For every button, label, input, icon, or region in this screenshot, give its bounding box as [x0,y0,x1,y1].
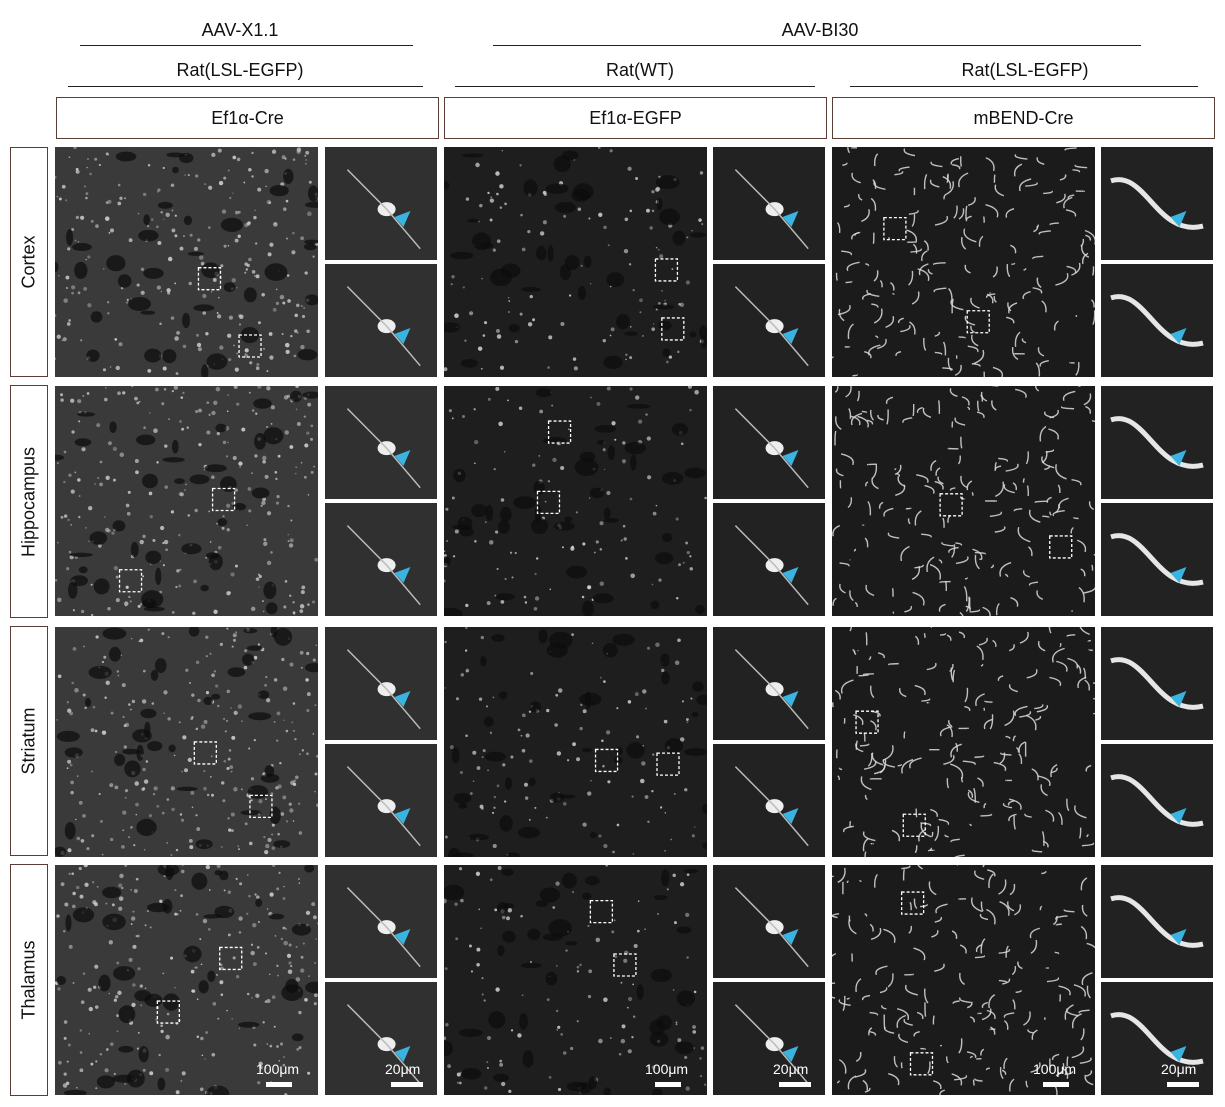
row-label-cortex: Cortex [18,235,39,289]
overview-image-thalamus-col1 [55,865,318,1095]
overview-image-striatum-col2 [444,627,707,857]
scale-bar-label-overview: 100μm [645,1061,689,1077]
overview-image-hippocampus-col3 [832,386,1095,616]
row-label-thalamus: Thalamus [18,940,39,1020]
construct-box-3: mBEND-Cre [832,97,1215,139]
inset-image-hippocampus-col3-2 [1101,503,1213,616]
strain-label-1: Rat(LSL-EGFP) [176,60,304,80]
inset-image-hippocampus-col3-1 [1101,386,1213,499]
row-label-box-striatum: Striatum [10,626,48,856]
row-label-hippocampus: Hippocampus [18,446,39,557]
scale-bar-overview [1043,1082,1069,1087]
overview-image-thalamus-col3 [832,865,1095,1095]
inset-image-striatum-col2-2 [713,744,825,857]
overview-image-hippocampus-col1 [55,386,318,616]
scale-bar-inset [391,1082,423,1087]
construct-label-3: mBEND-Cre [973,107,1074,128]
overview-image-thalamus-col2 [444,865,707,1095]
scale-bar-label-overview: 100μm [1033,1061,1077,1077]
scale-bar-label-overview: 100μm [256,1061,300,1077]
inset-image-cortex-col1-2 [325,264,437,377]
inset-image-thalamus-col2-2 [713,982,825,1095]
inset-image-striatum-col3-2 [1101,744,1213,857]
inset-image-cortex-col1-1 [325,147,437,260]
strain-label-2: Rat(WT) [606,60,674,80]
overview-image-striatum-col1 [55,627,318,857]
inset-image-thalamus-col3-2 [1101,982,1213,1095]
scale-bar-label-inset: 20μm [385,1061,421,1077]
inset-image-cortex-col2-1 [713,147,825,260]
inset-image-hippocampus-col2-1 [713,386,825,499]
strain-underline-3 [850,86,1198,87]
inset-image-striatum-col1-2 [325,744,437,857]
inset-image-thalamus-col3-1 [1101,865,1213,978]
overview-image-cortex-col1 [55,147,318,377]
virus-underline-left [80,45,413,46]
construct-label-1: Ef1α-Cre [211,107,284,128]
inset-image-hippocampus-col1-1 [325,386,437,499]
inset-image-striatum-col1-1 [325,627,437,740]
inset-image-thalamus-col2-1 [713,865,825,978]
strain-underline-1 [68,86,423,87]
scale-bar-label-inset: 20μm [1161,1061,1197,1077]
overview-image-cortex-col3 [832,147,1095,377]
inset-image-cortex-col3-1 [1101,147,1213,260]
scale-bar-inset [1167,1082,1199,1087]
inset-image-thalamus-col1-2 [325,982,437,1095]
strain-label-3: Rat(LSL-EGFP) [961,60,1089,80]
inset-image-cortex-col3-2 [1101,264,1213,377]
construct-box-1: Ef1α-Cre [56,97,439,139]
virus-underline-right [493,45,1141,46]
inset-image-thalamus-col1-1 [325,865,437,978]
construct-label-2: Ef1α-EGFP [589,107,682,128]
inset-image-hippocampus-col1-2 [325,503,437,616]
scale-bar-inset [779,1082,811,1087]
overview-image-hippocampus-col2 [444,386,707,616]
virus-label-aav-x11: AAV-X1.1 [201,20,279,40]
row-label-box-cortex: Cortex [10,147,48,377]
inset-image-striatum-col3-1 [1101,627,1213,740]
virus-label-aav-bi30: AAV-BI30 [781,20,859,40]
scale-bar-overview [655,1082,681,1087]
scale-bar-overview [266,1082,292,1087]
row-label-box-hippocampus: Hippocampus [10,385,48,618]
inset-image-striatum-col2-1 [713,627,825,740]
scale-bar-label-inset: 20μm [773,1061,809,1077]
overview-image-cortex-col2 [444,147,707,377]
row-label-striatum: Striatum [18,707,39,775]
construct-box-2: Ef1α-EGFP [444,97,827,139]
inset-image-hippocampus-col2-2 [713,503,825,616]
overview-image-striatum-col3 [832,627,1095,857]
inset-image-cortex-col2-2 [713,264,825,377]
row-label-box-thalamus: Thalamus [10,864,48,1096]
strain-underline-2 [455,86,815,87]
